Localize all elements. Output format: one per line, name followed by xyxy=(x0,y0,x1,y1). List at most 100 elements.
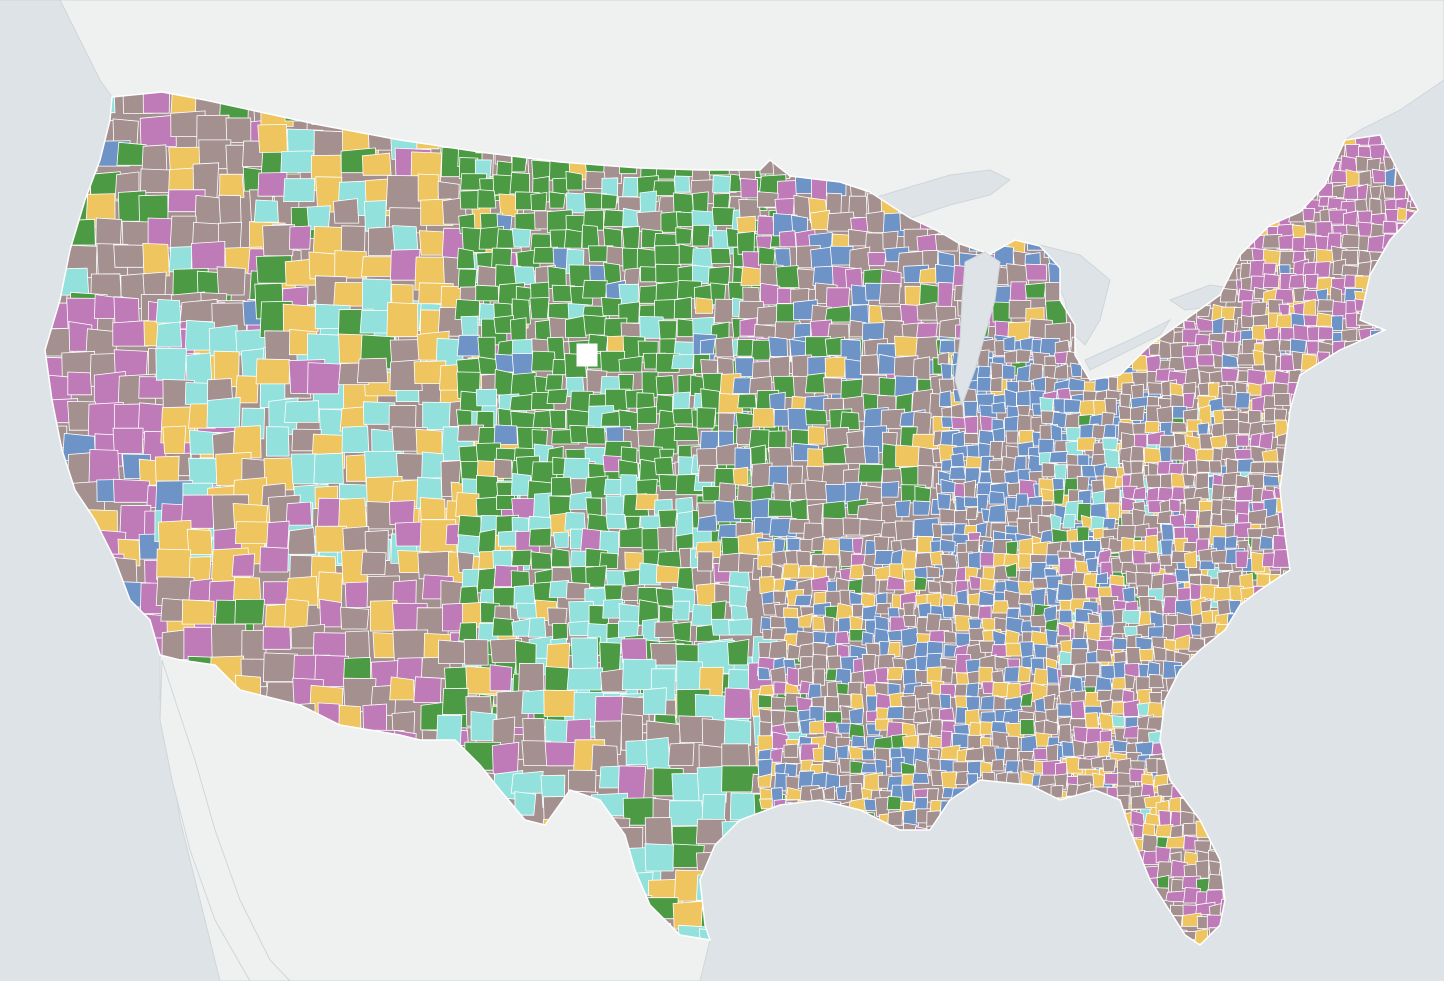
county-corn-belt[interactable] xyxy=(895,444,921,467)
county-northeast[interactable] xyxy=(1145,474,1163,489)
county-great-basin[interactable] xyxy=(188,457,218,485)
county-great-plains-north[interactable] xyxy=(511,352,534,377)
county-great-plains-north[interactable] xyxy=(565,315,587,339)
county-appalachia[interactable] xyxy=(1076,437,1096,451)
county-great-plains-north[interactable] xyxy=(477,189,497,209)
county-appalachia[interactable] xyxy=(1076,475,1090,491)
county-california-coast[interactable] xyxy=(112,427,144,454)
county-northeast[interactable] xyxy=(1222,484,1237,498)
county-great-plains-south[interactable] xyxy=(568,620,591,637)
county-great-plains-north[interactable] xyxy=(710,247,732,265)
county-deep-south[interactable] xyxy=(1030,614,1047,628)
county-deep-south[interactable] xyxy=(875,667,889,683)
county-northeast[interactable] xyxy=(1194,333,1211,346)
county-deep-south[interactable] xyxy=(968,627,985,641)
county-northeast[interactable] xyxy=(1169,498,1181,513)
county-northeast[interactable] xyxy=(1184,496,1202,511)
county-corn-belt[interactable] xyxy=(715,442,738,466)
county-upper-midwest[interactable] xyxy=(775,265,800,289)
county-northeast[interactable] xyxy=(1129,405,1145,421)
county-great-plains-north[interactable] xyxy=(514,212,541,231)
county-new-england[interactable] xyxy=(1280,327,1296,341)
county-northeast[interactable] xyxy=(1273,392,1291,407)
county-new-england[interactable] xyxy=(1382,220,1398,234)
county-deep-south[interactable] xyxy=(773,537,786,553)
county-deep-south[interactable] xyxy=(929,550,944,566)
county-pacific-northwest[interactable] xyxy=(142,242,170,277)
county-northeast[interactable] xyxy=(1195,472,1209,490)
county-northern-rockies[interactable] xyxy=(280,150,315,173)
county-new-england[interactable] xyxy=(1330,169,1349,184)
county-new-england[interactable] xyxy=(1250,301,1268,316)
county-great-plains-north[interactable] xyxy=(459,190,481,210)
county-texas[interactable] xyxy=(667,742,695,766)
county-deep-south[interactable] xyxy=(956,589,968,606)
county-deep-south[interactable] xyxy=(851,735,866,747)
county-southwest-desert[interactable] xyxy=(360,551,387,575)
county-deep-south[interactable] xyxy=(979,577,996,591)
county-new-england[interactable] xyxy=(1341,264,1360,277)
county-southeast-coast[interactable] xyxy=(1085,662,1101,677)
county-corn-belt[interactable] xyxy=(894,500,911,518)
county-deep-south[interactable] xyxy=(768,640,788,659)
county-great-plains-north[interactable] xyxy=(531,350,556,372)
county-texas[interactable] xyxy=(723,687,752,719)
county-corn-belt[interactable] xyxy=(718,482,737,503)
county-texas[interactable] xyxy=(570,637,599,671)
county-deep-south[interactable] xyxy=(968,575,982,590)
county-deep-south[interactable] xyxy=(916,535,933,553)
county-texas[interactable] xyxy=(727,638,750,666)
county-appalachia[interactable] xyxy=(1053,488,1065,505)
county-deep-south[interactable] xyxy=(952,761,969,773)
county-appalachia[interactable] xyxy=(1039,396,1054,412)
county-deep-south[interactable] xyxy=(865,642,882,657)
county-great-plains-south[interactable] xyxy=(530,551,553,570)
county-southwest-desert[interactable] xyxy=(210,623,247,661)
county-new-england[interactable] xyxy=(1358,170,1372,186)
county-corn-belt[interactable] xyxy=(917,464,934,488)
county-ohio-valley[interactable] xyxy=(951,402,964,420)
county-deep-south[interactable] xyxy=(990,759,1005,772)
county-ohio-valley[interactable] xyxy=(949,466,967,480)
county-upper-midwest[interactable] xyxy=(810,246,834,269)
county-texas[interactable] xyxy=(544,741,578,767)
county-new-england[interactable] xyxy=(1262,353,1277,372)
county-northeast[interactable] xyxy=(1143,447,1163,463)
county-southwest-desert[interactable] xyxy=(389,676,415,701)
county-great-basin[interactable] xyxy=(232,425,262,459)
county-great-plains-north[interactable] xyxy=(691,224,711,247)
county-northeast[interactable] xyxy=(1235,485,1254,501)
county-upper-midwest[interactable] xyxy=(937,281,954,310)
county-deep-south[interactable] xyxy=(824,695,841,713)
county-northeast[interactable] xyxy=(1210,549,1228,564)
county-great-plains-north[interactable] xyxy=(695,297,713,314)
county-new-england[interactable] xyxy=(1302,298,1316,317)
county-great-plains-south[interactable] xyxy=(671,600,691,621)
county-northeast[interactable] xyxy=(1221,509,1236,525)
county-great-plains-south[interactable] xyxy=(511,549,533,566)
county-upper-midwest[interactable] xyxy=(796,268,816,290)
county-great-plains-south[interactable] xyxy=(547,607,568,626)
county-deep-south[interactable] xyxy=(783,721,801,733)
county-great-basin[interactable] xyxy=(421,451,444,479)
county-great-plains-north[interactable] xyxy=(636,406,658,424)
county-great-plains-north[interactable] xyxy=(494,368,514,396)
county-deep-south[interactable] xyxy=(913,710,929,723)
county-new-england[interactable] xyxy=(1369,185,1382,199)
county-northeast[interactable] xyxy=(1158,554,1173,566)
county-ohio-valley[interactable] xyxy=(987,504,1006,523)
county-great-plains-north[interactable] xyxy=(477,336,496,361)
county-corn-belt[interactable] xyxy=(807,426,826,445)
county-upper-midwest[interactable] xyxy=(757,246,776,266)
county-great-plains-north[interactable] xyxy=(456,334,482,357)
county-southeast-coast[interactable] xyxy=(1085,557,1099,572)
county-corn-belt[interactable] xyxy=(737,393,757,409)
county-upper-midwest[interactable] xyxy=(992,301,1012,323)
county-great-basin[interactable] xyxy=(154,455,180,482)
county-corn-belt[interactable] xyxy=(699,338,716,355)
county-southwest-desert[interactable] xyxy=(283,598,309,631)
county-great-basin[interactable] xyxy=(388,405,417,431)
county-great-basin[interactable] xyxy=(179,298,218,323)
county-corn-belt[interactable] xyxy=(732,466,749,486)
